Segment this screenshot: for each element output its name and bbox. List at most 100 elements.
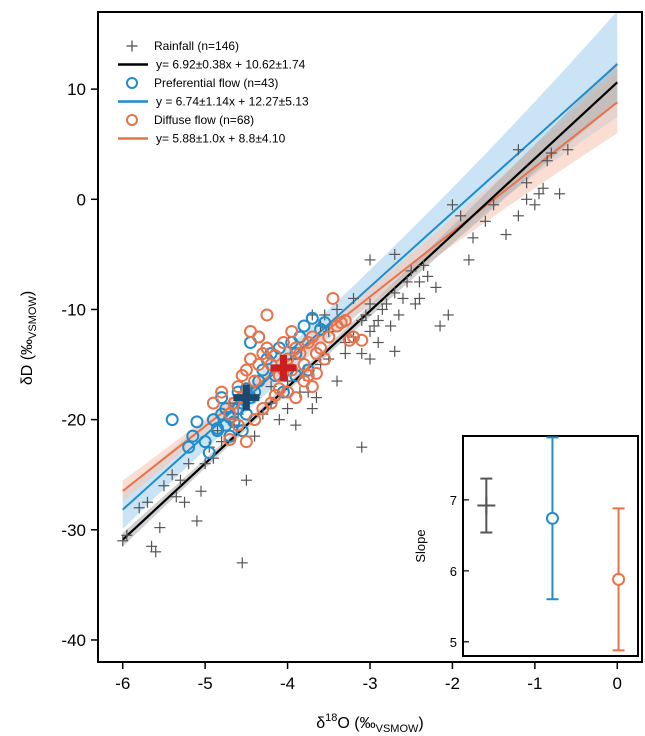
rainfall-point xyxy=(389,287,401,299)
preferential-point xyxy=(182,440,196,454)
x-tick-label: -4 xyxy=(280,674,295,693)
y-tick-label: -10 xyxy=(61,300,86,319)
mean-marker-mean_diffuse xyxy=(270,354,297,381)
diffuse-point xyxy=(289,391,303,405)
diffuse-point xyxy=(314,341,328,355)
diffuse-point xyxy=(301,369,315,383)
rainfall-point xyxy=(195,485,207,497)
rainfall-point xyxy=(356,348,368,360)
inset-y-tick-label: 6 xyxy=(450,564,457,579)
rainfall-point xyxy=(348,292,360,304)
diffuse-point xyxy=(260,341,274,355)
inset-point-rain_line xyxy=(477,477,496,534)
rainfall-point xyxy=(166,469,178,481)
rainfall-point xyxy=(455,210,467,222)
rainfall-point xyxy=(554,188,566,200)
inset-point-diffuse xyxy=(612,507,626,652)
inset-frame xyxy=(462,435,639,657)
rainfall-point xyxy=(521,177,533,189)
rainfall-point xyxy=(331,375,343,387)
preferential-point xyxy=(198,435,212,449)
rainfall-point xyxy=(146,540,158,552)
inset-y-tick-label: 7 xyxy=(450,493,457,508)
rainfall-point xyxy=(545,147,557,159)
rainfall-point xyxy=(413,276,425,288)
diffuse-point xyxy=(326,291,340,305)
diffuse-point xyxy=(248,413,262,427)
rainfall-point xyxy=(393,309,405,321)
rainfall-point xyxy=(249,430,261,442)
diffuse-point xyxy=(223,432,237,446)
preferential-point xyxy=(305,311,319,325)
slope-inset: Slope 5 6 7 xyxy=(413,435,639,657)
rainfall-point xyxy=(183,458,195,470)
rainfall-point xyxy=(372,337,384,349)
rainfall-point xyxy=(529,199,541,211)
rainfall-point xyxy=(500,229,512,241)
diffuse-point xyxy=(293,347,307,361)
rainfall-point xyxy=(191,515,203,527)
rainfall-point xyxy=(150,546,162,558)
diffuse-point xyxy=(305,330,319,344)
rainfall-point xyxy=(121,529,133,541)
fit-line-diffuse xyxy=(122,101,618,492)
rainfall-point xyxy=(434,320,446,332)
rainfall-point xyxy=(306,403,318,415)
x-axis-title: δ18O (‰VSMOW) xyxy=(316,712,423,735)
rainfall-point xyxy=(282,403,294,415)
rainfall-point xyxy=(174,474,186,486)
legend-label: y = 6.74±1.14x + 12.27±5.13 xyxy=(156,95,309,109)
rainfall-point xyxy=(488,199,500,211)
rainfall-point xyxy=(158,480,170,492)
rainfall-point xyxy=(364,325,376,337)
x-tick-label: -6 xyxy=(115,674,130,693)
rainfall-point xyxy=(290,419,302,431)
legend-label: y= 5.88±1.0x + 8.8±4.10 xyxy=(156,132,286,146)
rainfall-point xyxy=(512,210,524,222)
diffuse-point xyxy=(355,333,369,347)
rainfall-point xyxy=(236,557,248,569)
rainfall-point xyxy=(413,292,425,304)
legend-marker xyxy=(126,114,138,126)
diffuse-point xyxy=(223,407,237,421)
inset-y-tick-label: 5 xyxy=(450,635,457,650)
y-tick-label: -30 xyxy=(61,521,86,540)
rainfall-point xyxy=(356,314,368,326)
diffuse-point xyxy=(215,385,229,399)
legend-label: Preferential flow (n=43) xyxy=(154,76,278,90)
y-tick-label: -40 xyxy=(61,631,86,650)
rainfall-point xyxy=(360,309,372,321)
y-tick-label: -20 xyxy=(61,411,86,430)
y-axis: -40 -30 -20 -10 0 10 xyxy=(61,80,98,650)
rainfall-point xyxy=(141,496,153,508)
legend-label: Diffuse flow (n=68) xyxy=(154,113,254,127)
rainfall-point xyxy=(418,259,430,271)
diffuse-point xyxy=(285,324,299,338)
rainfall-point xyxy=(562,144,574,156)
diffuse-point xyxy=(305,380,319,394)
legend-marker xyxy=(126,40,138,52)
preferential-point xyxy=(314,322,328,336)
inset-errorbars xyxy=(477,436,626,652)
preferential-point xyxy=(165,413,179,427)
rainfall-point xyxy=(380,298,392,310)
preferential-point xyxy=(252,374,266,388)
rainfall-point xyxy=(364,298,376,310)
rainfall-point xyxy=(364,254,376,266)
diffuse-point xyxy=(248,374,262,388)
rainfall-point xyxy=(389,248,401,260)
inset-point-preferential xyxy=(545,436,559,601)
preferential-point xyxy=(211,421,225,435)
rainfall-point xyxy=(170,491,182,503)
rainfall-point xyxy=(133,502,145,514)
rainfall-point xyxy=(405,265,417,277)
y-tick-label: 10 xyxy=(67,80,86,99)
rainfall-point xyxy=(368,320,380,332)
rainfall-point xyxy=(409,298,421,310)
y-tick-label: 0 xyxy=(77,190,86,209)
preferential-point xyxy=(186,429,200,443)
x-tick-label: -1 xyxy=(527,674,542,693)
rainfall-point xyxy=(521,193,533,205)
rainfall-point xyxy=(273,414,285,426)
